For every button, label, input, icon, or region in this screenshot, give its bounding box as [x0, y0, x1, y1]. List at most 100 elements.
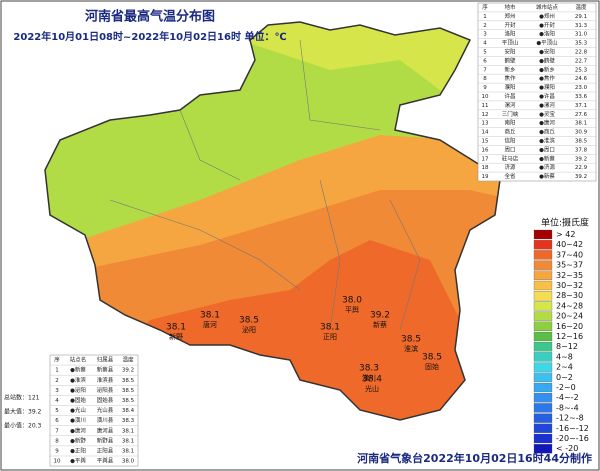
- table-cell: 33.6: [575, 94, 588, 100]
- table-cell: 郑州: [504, 12, 515, 20]
- legend-swatch: [533, 444, 553, 454]
- table-cell: 39.2: [122, 368, 134, 374]
- table-cell: 37.1: [575, 103, 587, 109]
- legend-label: 24~28: [556, 301, 583, 310]
- table-cell: ●安阳: [539, 47, 555, 55]
- table-cell: 洛阳: [504, 30, 515, 38]
- table-cell: 22.8: [575, 49, 588, 55]
- table-cell: 38.4: [122, 408, 135, 414]
- stat: 最大值：39.2: [4, 408, 42, 416]
- table-cell: 新野县: [97, 436, 114, 444]
- legend-swatch: [533, 413, 553, 423]
- table-cell: 27.6: [575, 112, 588, 118]
- table-bg: [49, 354, 139, 467]
- table-cell: 17: [482, 156, 489, 162]
- city-borders: [109, 39, 421, 331]
- table-cell: ●周口: [539, 146, 555, 153]
- table-cell: ●焦作: [539, 74, 555, 82]
- legend-swatch: [533, 240, 553, 250]
- table-cell: ●固始: [70, 396, 86, 404]
- table-header: 温度: [575, 3, 587, 11]
- legend-swatch: [533, 342, 553, 352]
- table-cell: 13: [482, 121, 489, 127]
- table-cell: 7: [483, 67, 487, 73]
- legend-label: 20~24: [556, 312, 583, 321]
- legend-title: 单位:摄氏度: [541, 217, 589, 229]
- table-cell: 31.3: [575, 23, 588, 29]
- table-cell: ●淮滨: [70, 376, 86, 384]
- table-cell: 6: [483, 58, 487, 64]
- table-cell: 三门峡: [502, 110, 519, 118]
- table-cell: 南阳: [504, 119, 515, 127]
- table-cell: 29.1: [575, 14, 587, 20]
- legend-swatch: [533, 352, 553, 362]
- table-cell: 光山县: [97, 406, 114, 414]
- map-place: 固始: [425, 362, 439, 371]
- table-cell: 濮阳: [504, 83, 515, 91]
- table-cell: 5: [483, 49, 487, 55]
- table-cell: 23.0: [575, 85, 588, 91]
- legend-swatch: [533, 372, 553, 382]
- legend-label: 32~35: [556, 271, 583, 280]
- table-header: 温度: [122, 356, 134, 364]
- map-value: 38.3: [359, 364, 379, 374]
- table-cell: 漯河: [504, 101, 516, 109]
- table-cell: 14: [482, 130, 489, 136]
- table-cell: 38.5: [122, 398, 135, 404]
- map-place: 平舆: [345, 305, 359, 314]
- table-cell: ●开封: [539, 21, 555, 29]
- table-cell: 10: [54, 459, 61, 465]
- legend-swatch: [533, 250, 553, 260]
- legend-label: -12~-8: [556, 414, 584, 423]
- table-cell: 25.3: [575, 67, 588, 73]
- legend-label: > 42: [556, 230, 575, 239]
- map-value: 39.2: [370, 311, 390, 321]
- table-cell: ●新野: [70, 436, 86, 444]
- map-value: 38.1: [320, 323, 340, 333]
- table-cell: 8: [483, 76, 487, 82]
- table-cell: ●正阳: [70, 446, 86, 454]
- table-cell: 安阳: [504, 47, 515, 55]
- table-cell: 10: [482, 94, 489, 100]
- legend-swatch: [533, 423, 553, 433]
- legend-swatch: [533, 321, 553, 331]
- table-cell: 鹤壁: [504, 56, 516, 64]
- table-cell: 6: [55, 418, 59, 424]
- legend-swatch: [533, 382, 553, 393]
- table-header: 地市: [504, 3, 516, 11]
- legend-label: -4~-2: [556, 393, 579, 402]
- table-cell: 11: [482, 103, 489, 109]
- table-cell: 1: [55, 368, 59, 374]
- table-cell: 38.0: [122, 459, 135, 465]
- map-place: 潢川: [362, 373, 376, 382]
- table-cell: 平舆县: [97, 457, 114, 465]
- table-cell: ●洛阳: [539, 30, 555, 38]
- table-cell: 16: [482, 147, 489, 153]
- legend-swatch: [533, 270, 553, 280]
- table-cell: 商丘: [504, 128, 516, 136]
- table-cell: ●濮阳: [539, 83, 555, 91]
- table-cell: ●漯河: [539, 101, 555, 109]
- table-cell: 1: [483, 14, 487, 20]
- map-place: 正阳: [323, 332, 337, 341]
- legend-label: 16~20: [556, 322, 583, 331]
- table-cell: ●新蔡: [539, 154, 555, 162]
- stat: 总站数：121: [4, 394, 40, 402]
- legend-swatch: [533, 362, 553, 372]
- table-cell: ●唐河: [539, 119, 555, 127]
- table-cell: 19: [482, 174, 489, 180]
- table-cell: ●淮滨: [539, 136, 555, 144]
- legend-label: 37~40: [556, 250, 583, 259]
- table-cell: ●平顶山: [536, 39, 557, 47]
- table-cell: 4: [483, 41, 487, 47]
- table-header: 归属县: [97, 356, 114, 364]
- table-cell: 22.9: [575, 165, 588, 171]
- table-cell: 7: [55, 428, 59, 434]
- table-cell: 35.3: [575, 41, 588, 47]
- table-cell: 2: [483, 23, 487, 29]
- legend-swatch: [533, 280, 553, 291]
- table-cell: 许昌: [504, 92, 515, 100]
- table-cell: ●灵宝: [539, 110, 555, 118]
- table-cell: 淮滨县: [97, 376, 114, 384]
- table-header: 城市站点: [536, 3, 559, 11]
